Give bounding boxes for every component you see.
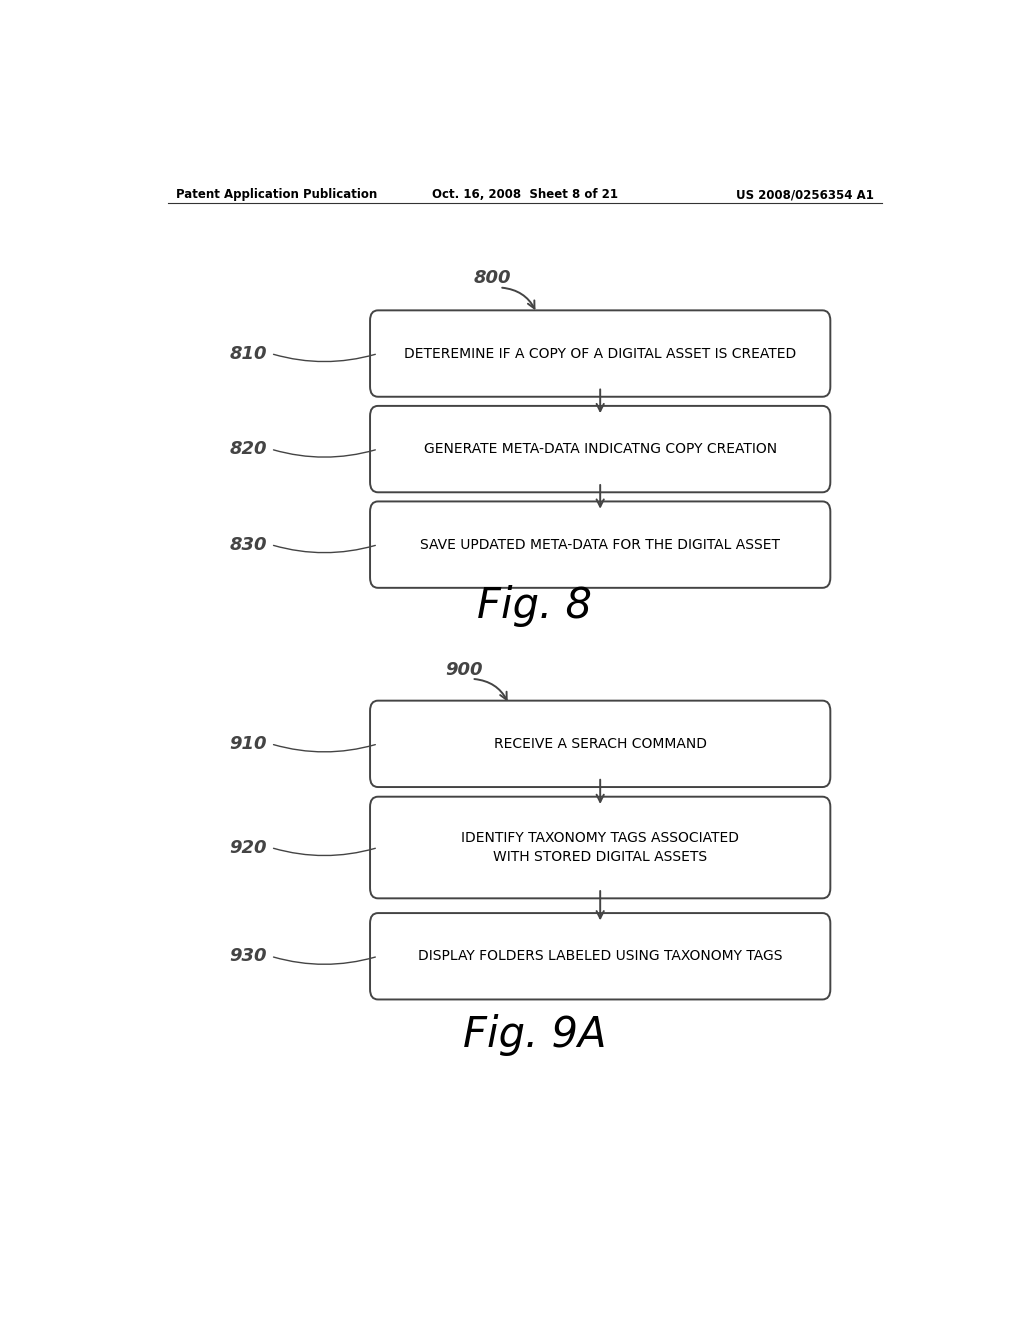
Text: IDENTIFY TAXONOMY TAGS ASSOCIATED
WITH STORED DIGITAL ASSETS: IDENTIFY TAXONOMY TAGS ASSOCIATED WITH S… (461, 832, 739, 863)
Text: Fig. 8: Fig. 8 (477, 585, 592, 627)
Text: GENERATE META-DATA INDICATNG COPY CREATION: GENERATE META-DATA INDICATNG COPY CREATI… (424, 442, 777, 457)
Text: Oct. 16, 2008  Sheet 8 of 21: Oct. 16, 2008 Sheet 8 of 21 (432, 189, 617, 202)
Text: 810: 810 (229, 345, 267, 363)
FancyBboxPatch shape (370, 502, 830, 587)
Text: 920: 920 (229, 838, 267, 857)
Text: 930: 930 (229, 948, 267, 965)
Text: DISPLAY FOLDERS LABELED USING TAXONOMY TAGS: DISPLAY FOLDERS LABELED USING TAXONOMY T… (418, 949, 782, 964)
FancyBboxPatch shape (370, 797, 830, 899)
Text: RECEIVE A SERACH COMMAND: RECEIVE A SERACH COMMAND (494, 737, 707, 751)
Text: 800: 800 (473, 269, 511, 288)
Text: SAVE UPDATED META-DATA FOR THE DIGITAL ASSET: SAVE UPDATED META-DATA FOR THE DIGITAL A… (420, 537, 780, 552)
Text: 830: 830 (229, 536, 267, 553)
FancyBboxPatch shape (370, 701, 830, 787)
Text: DETEREMINE IF A COPY OF A DIGITAL ASSET IS CREATED: DETEREMINE IF A COPY OF A DIGITAL ASSET … (404, 347, 797, 360)
Text: US 2008/0256354 A1: US 2008/0256354 A1 (736, 189, 873, 202)
FancyBboxPatch shape (370, 310, 830, 397)
Text: Patent Application Publication: Patent Application Publication (176, 189, 377, 202)
Text: 910: 910 (229, 735, 267, 752)
Text: 900: 900 (445, 660, 483, 678)
FancyBboxPatch shape (370, 405, 830, 492)
Text: Fig. 9A: Fig. 9A (463, 1014, 606, 1056)
FancyBboxPatch shape (370, 913, 830, 999)
Text: 820: 820 (229, 440, 267, 458)
